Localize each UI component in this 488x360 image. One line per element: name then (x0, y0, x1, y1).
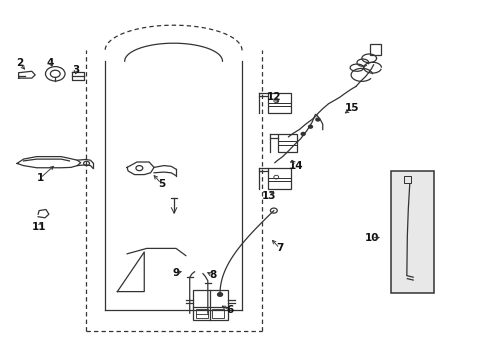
Circle shape (308, 125, 312, 128)
Bar (390, 171, 433, 293)
Circle shape (315, 118, 319, 121)
Bar (193, 290, 228, 320)
Bar (195, 309, 207, 318)
Bar (267, 93, 291, 113)
Text: 2: 2 (16, 58, 23, 68)
Text: 14: 14 (288, 161, 303, 171)
Bar (277, 134, 297, 152)
Circle shape (217, 293, 222, 296)
Text: 9: 9 (172, 268, 179, 278)
Text: 7: 7 (275, 243, 283, 253)
Text: 10: 10 (364, 233, 378, 243)
Circle shape (301, 132, 305, 135)
Bar (267, 168, 291, 189)
Text: 11: 11 (32, 222, 46, 232)
Text: 4: 4 (46, 58, 54, 68)
Bar (403, 176, 410, 183)
Text: 5: 5 (158, 179, 164, 189)
Text: 8: 8 (209, 270, 216, 280)
Text: 6: 6 (226, 305, 233, 315)
Text: 1: 1 (37, 173, 43, 183)
Text: 15: 15 (344, 103, 359, 113)
Text: 3: 3 (72, 65, 79, 75)
Bar (369, 44, 380, 55)
Bar (212, 309, 224, 318)
Text: 12: 12 (266, 92, 281, 102)
Text: 13: 13 (261, 191, 276, 201)
